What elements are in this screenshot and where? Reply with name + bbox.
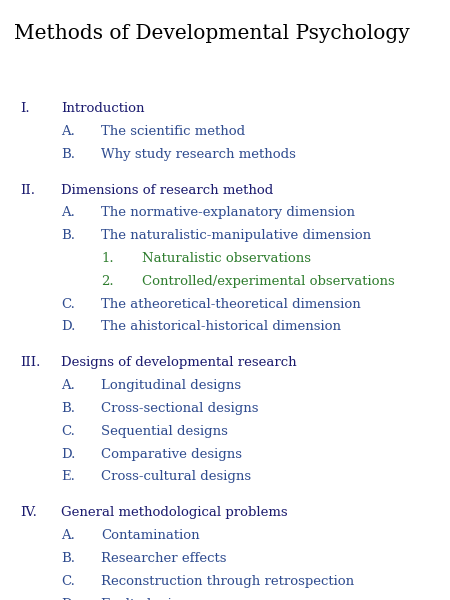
Text: The naturalistic-manipulative dimension: The naturalistic-manipulative dimension — [101, 229, 371, 242]
Text: Naturalistic observations: Naturalistic observations — [142, 252, 311, 265]
Text: The normative-explanatory dimension: The normative-explanatory dimension — [101, 206, 355, 220]
Text: The scientific method: The scientific method — [101, 125, 245, 138]
Text: E.: E. — [61, 470, 75, 484]
Text: B.: B. — [61, 552, 75, 565]
Text: Contamination: Contamination — [101, 529, 200, 542]
Text: Introduction: Introduction — [61, 102, 144, 115]
Text: Comparative designs: Comparative designs — [101, 448, 242, 461]
Text: Controlled/experimental observations: Controlled/experimental observations — [142, 275, 395, 288]
Text: B.: B. — [61, 402, 75, 415]
Text: D.: D. — [61, 320, 75, 334]
Text: Researcher effects: Researcher effects — [101, 552, 227, 565]
Text: Why study research methods: Why study research methods — [101, 148, 296, 161]
Text: III.: III. — [20, 356, 40, 370]
Text: Reconstruction through retrospection: Reconstruction through retrospection — [101, 575, 355, 588]
Text: A.: A. — [61, 125, 75, 138]
Text: The ahistorical-historical dimension: The ahistorical-historical dimension — [101, 320, 341, 334]
Text: General methodological problems: General methodological problems — [61, 506, 288, 520]
Text: Cross-sectional designs: Cross-sectional designs — [101, 402, 259, 415]
Text: IV.: IV. — [20, 506, 37, 520]
Text: Sequential designs: Sequential designs — [101, 425, 228, 438]
Text: Longitudinal designs: Longitudinal designs — [101, 379, 241, 392]
Text: Designs of developmental research: Designs of developmental research — [61, 356, 297, 370]
Text: Methods of Developmental Psychology: Methods of Developmental Psychology — [14, 24, 409, 43]
Text: Dimensions of research method: Dimensions of research method — [61, 184, 273, 197]
Text: C.: C. — [61, 425, 75, 438]
Text: C.: C. — [61, 298, 75, 311]
Text: A.: A. — [61, 206, 75, 220]
Text: D.: D. — [61, 598, 75, 600]
Text: I.: I. — [20, 102, 30, 115]
Text: B.: B. — [61, 148, 75, 161]
Text: Faulty logic: Faulty logic — [101, 598, 180, 600]
Text: A.: A. — [61, 529, 75, 542]
Text: A.: A. — [61, 379, 75, 392]
Text: 2.: 2. — [101, 275, 114, 288]
Text: C.: C. — [61, 575, 75, 588]
Text: 1.: 1. — [101, 252, 114, 265]
Text: II.: II. — [20, 184, 35, 197]
Text: B.: B. — [61, 229, 75, 242]
Text: Cross-cultural designs: Cross-cultural designs — [101, 470, 252, 484]
Text: The atheoretical-theoretical dimension: The atheoretical-theoretical dimension — [101, 298, 361, 311]
Text: D.: D. — [61, 448, 75, 461]
